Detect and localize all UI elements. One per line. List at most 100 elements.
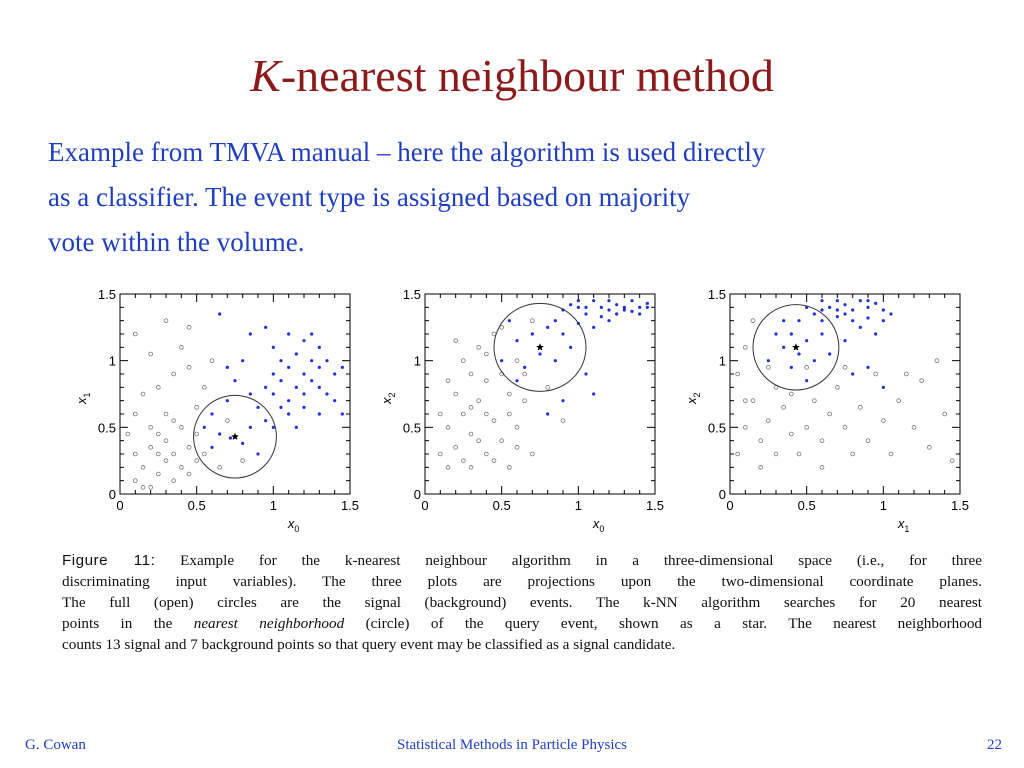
background-point <box>133 451 138 457</box>
caption-line: The full (open) circles are the signal (… <box>62 594 982 611</box>
x-tick-label: 0 <box>421 498 428 513</box>
background-point <box>194 431 199 437</box>
background-point <box>194 458 199 463</box>
signal-point <box>645 305 649 309</box>
background-point <box>125 431 130 437</box>
signal-point <box>638 305 642 309</box>
signal-point <box>218 432 222 436</box>
background-point <box>766 365 771 370</box>
signal-point <box>615 303 619 307</box>
x-tick-label: 0.5 <box>493 498 511 513</box>
background-point <box>468 431 474 437</box>
background-point <box>133 411 138 417</box>
background-point <box>927 445 932 450</box>
plot-frame <box>729 293 961 495</box>
background-point <box>522 371 527 377</box>
background-point <box>896 398 901 403</box>
y-axis-label: x2 <box>383 392 397 405</box>
background-point <box>484 451 489 457</box>
background-point <box>812 398 817 403</box>
signal-point <box>874 332 878 336</box>
x-tick-label: 1.5 <box>646 498 664 513</box>
signal-point <box>889 312 893 316</box>
signal-point <box>607 299 611 303</box>
signal-point <box>797 352 801 356</box>
signal-point <box>789 332 793 336</box>
intro-line: Example from TMVA manual – here the algo… <box>48 137 766 167</box>
background-point <box>514 425 520 430</box>
signal-point <box>302 405 306 409</box>
signal-point <box>828 352 832 356</box>
signal-point <box>202 425 206 429</box>
y-axis-label: x2 <box>688 392 702 405</box>
signal-point <box>553 319 557 323</box>
y-tick-label: 0.5 <box>708 420 726 435</box>
background-point <box>133 331 138 337</box>
signal-point <box>225 365 229 369</box>
signal-point <box>294 385 298 389</box>
query-event-star <box>536 343 544 351</box>
background-point <box>942 411 947 417</box>
signal-point <box>515 339 519 343</box>
signal-point <box>340 365 344 369</box>
signal-point <box>561 399 565 403</box>
signal-point <box>820 332 824 336</box>
background-point <box>156 451 161 457</box>
background-point <box>773 451 779 457</box>
plot-svg-x1-x2: 0 0.5 1 1.5 0 0.5 1 1.5 x1 x2 <box>688 287 969 534</box>
signal-point <box>789 365 793 369</box>
background-point <box>202 451 207 457</box>
caption-emphasis: nearest neighborhood <box>193 615 345 632</box>
plot-svg-x0-x2: 0 0.5 1 1.5 0 0.5 1 1.5 x0 x2 <box>383 287 664 534</box>
signal-point <box>592 392 596 396</box>
signal-point <box>599 305 603 309</box>
signal-point <box>248 332 252 336</box>
signal-point <box>607 319 611 323</box>
signal-point <box>843 312 847 316</box>
signal-point <box>835 315 839 319</box>
signal-point <box>797 319 801 323</box>
background-point <box>522 398 527 403</box>
signal-point <box>766 359 770 363</box>
signal-point <box>500 359 504 363</box>
signal-point <box>264 385 268 389</box>
signal-point <box>866 365 870 369</box>
background-point <box>819 438 825 443</box>
signal-point <box>317 365 321 369</box>
signal-point <box>271 392 275 396</box>
nearest-neighbourhood-circle <box>752 304 840 391</box>
background-point <box>904 371 909 377</box>
y-tick-label: 0 <box>719 487 726 502</box>
background-point <box>758 465 763 470</box>
background-point <box>179 345 184 350</box>
signal-point <box>858 299 862 303</box>
signal-point <box>576 305 580 309</box>
background-point <box>461 458 466 463</box>
background-point <box>750 398 756 403</box>
caption-text: points in the <box>62 615 173 632</box>
background-point <box>735 371 740 377</box>
query-event-star <box>231 432 239 440</box>
x-tick-label: 0.5 <box>188 498 206 513</box>
background-point <box>873 371 878 377</box>
signal-point <box>835 308 839 312</box>
signal-point <box>592 325 596 329</box>
background-point <box>545 385 550 390</box>
slide-title: K-nearest neighbour method <box>0 48 1024 104</box>
background-point <box>468 465 474 470</box>
y-tick-label: 1 <box>719 354 726 369</box>
background-point <box>950 458 955 463</box>
x-tick-label: 1.5 <box>341 498 359 513</box>
signal-point <box>843 303 847 307</box>
background-point <box>476 398 481 403</box>
background-point <box>842 425 848 430</box>
signal-point <box>607 308 611 312</box>
background-point <box>530 318 535 323</box>
signal-point <box>630 309 634 313</box>
signal-point <box>264 419 268 423</box>
signal-point <box>576 299 580 303</box>
nearest-neighbourhood-circle <box>193 394 277 479</box>
y-tick-label: 1.5 <box>403 287 421 302</box>
signal-point <box>228 436 232 440</box>
signal-point <box>805 339 809 343</box>
